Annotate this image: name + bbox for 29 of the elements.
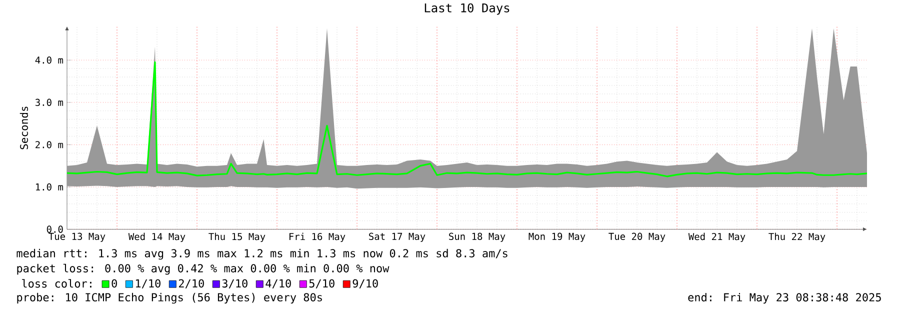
legend-label: 0 (112, 279, 117, 288)
text: median rtt: 1.3 ms avg 3.9 ms max 1.2 ms min 1.3 ms now 0.2 ms sd 8.3 am/s (16, 248, 508, 260)
legend-label: 1/10 (136, 279, 160, 288)
text: end: Fri May 23 08:38:48 2025 (688, 292, 881, 304)
x-tick-label: Thu 22 May (768, 232, 826, 242)
x-tick-label: Sun 18 May (449, 232, 506, 242)
x-tick-label: Wed 14 May (128, 232, 186, 242)
legend-title: loss color: (22, 279, 92, 288)
text: probe: 10 ICMP Echo Pings (56 Bytes) every 80s (17, 292, 322, 304)
x-tick-label: Tue 20 May (608, 232, 666, 242)
text: packet loss: 0.00 % avg 0.42 % max 0.00 % min 0.00 % now (17, 264, 390, 275)
y-tick-label: 4.0 m (35, 56, 64, 64)
y-tick-label: 3.0 m (36, 98, 64, 106)
x-tick-label: Fri 16 May (289, 232, 346, 242)
legend-label: 2/10 (178, 279, 204, 288)
x-tick-label: Thu 15 May (208, 232, 266, 242)
legend-label: 9/10 (352, 279, 378, 288)
x-tick-label: Tue 13 May (48, 232, 106, 242)
y-axis-title: Seconds (20, 106, 28, 150)
legend-label: 5/10 (309, 279, 334, 288)
legend-label: 4/10 (266, 279, 291, 288)
x-tick-label: Sat 17 May (369, 232, 426, 242)
y-tick-label: 0.0 (46, 226, 63, 233)
legend-label: 3/10 (222, 279, 248, 288)
chart-title: Last 10 Days (424, 3, 510, 15)
x-tick-label: Mon 19 May (528, 232, 586, 242)
y-tick-label: 2.0 m (36, 140, 64, 148)
y-tick-label: 1.0 m (36, 183, 64, 190)
x-tick-label: Wed 21 May (688, 232, 746, 242)
